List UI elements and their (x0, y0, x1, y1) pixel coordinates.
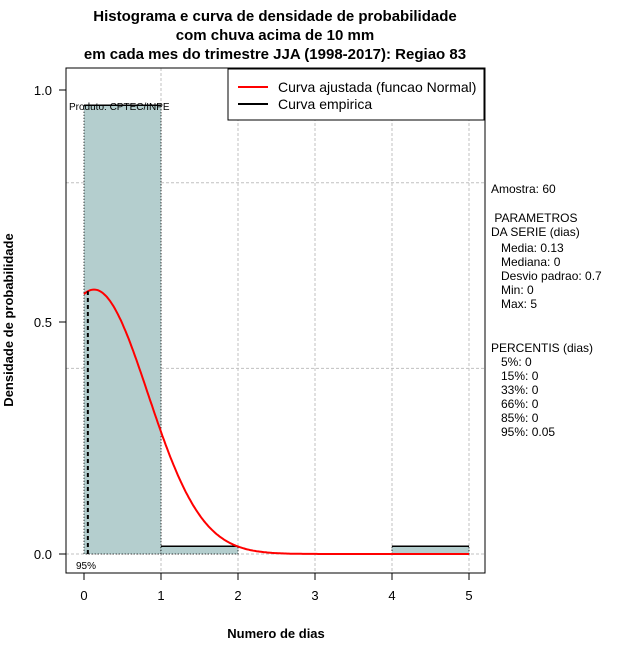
y-tick-label: 0.5 (34, 315, 52, 330)
normal-fit-curve (83, 288, 469, 555)
chart-title-line1: Histograma e curva de densidade de proba… (93, 8, 456, 25)
x-tick-label: 5 (465, 588, 472, 603)
params-values: Media: 0.13 Mediana: 0 Desvio padrao: 0.… (501, 241, 602, 311)
x-axis-label: Numero de dias (227, 626, 325, 641)
x-tick-label: 3 (311, 588, 318, 603)
sample-size: Amostra: 60 (491, 182, 556, 196)
histogram-bar (160, 545, 239, 555)
params-title: PARAMETROS DA SERIE (dias) (491, 211, 580, 239)
legend: Curva ajustada (funcao Normal) Curva emp… (227, 68, 485, 121)
percentiles-values: 5%: 0 15%: 0 33%: 0 66%: 0 85%: 0 95%: 0… (501, 355, 556, 439)
percentile-95-label: 95% (76, 561, 96, 572)
y-axis-label: Densidade de probabilidade (1, 233, 16, 406)
histogram-bar (391, 545, 470, 555)
chart-title-line2: com chuva acima de 10 mm (176, 27, 374, 44)
legend-box (227, 68, 485, 121)
credit-text: Produto: CPTEC/INPE (69, 102, 170, 113)
y-tick-label: 0.0 (34, 547, 52, 562)
y-tick-label: 1.0 (34, 83, 52, 98)
percentiles-title: PERCENTIS (dias) (491, 341, 594, 355)
chart-title-line3: em cada mes do trimestre JJA (1998-2017)… (84, 46, 466, 63)
legend-label-normal: Curva ajustada (funcao Normal) (278, 79, 476, 95)
histogram-bar (83, 104, 162, 555)
plot-frame (65, 67, 486, 574)
legend-label-empirical: Curva empirica (278, 96, 372, 112)
x-tick-label: 4 (388, 588, 395, 603)
x-tick-label: 2 (234, 588, 241, 603)
x-tick-label: 1 (157, 588, 164, 603)
x-tick-label: 0 (80, 588, 87, 603)
